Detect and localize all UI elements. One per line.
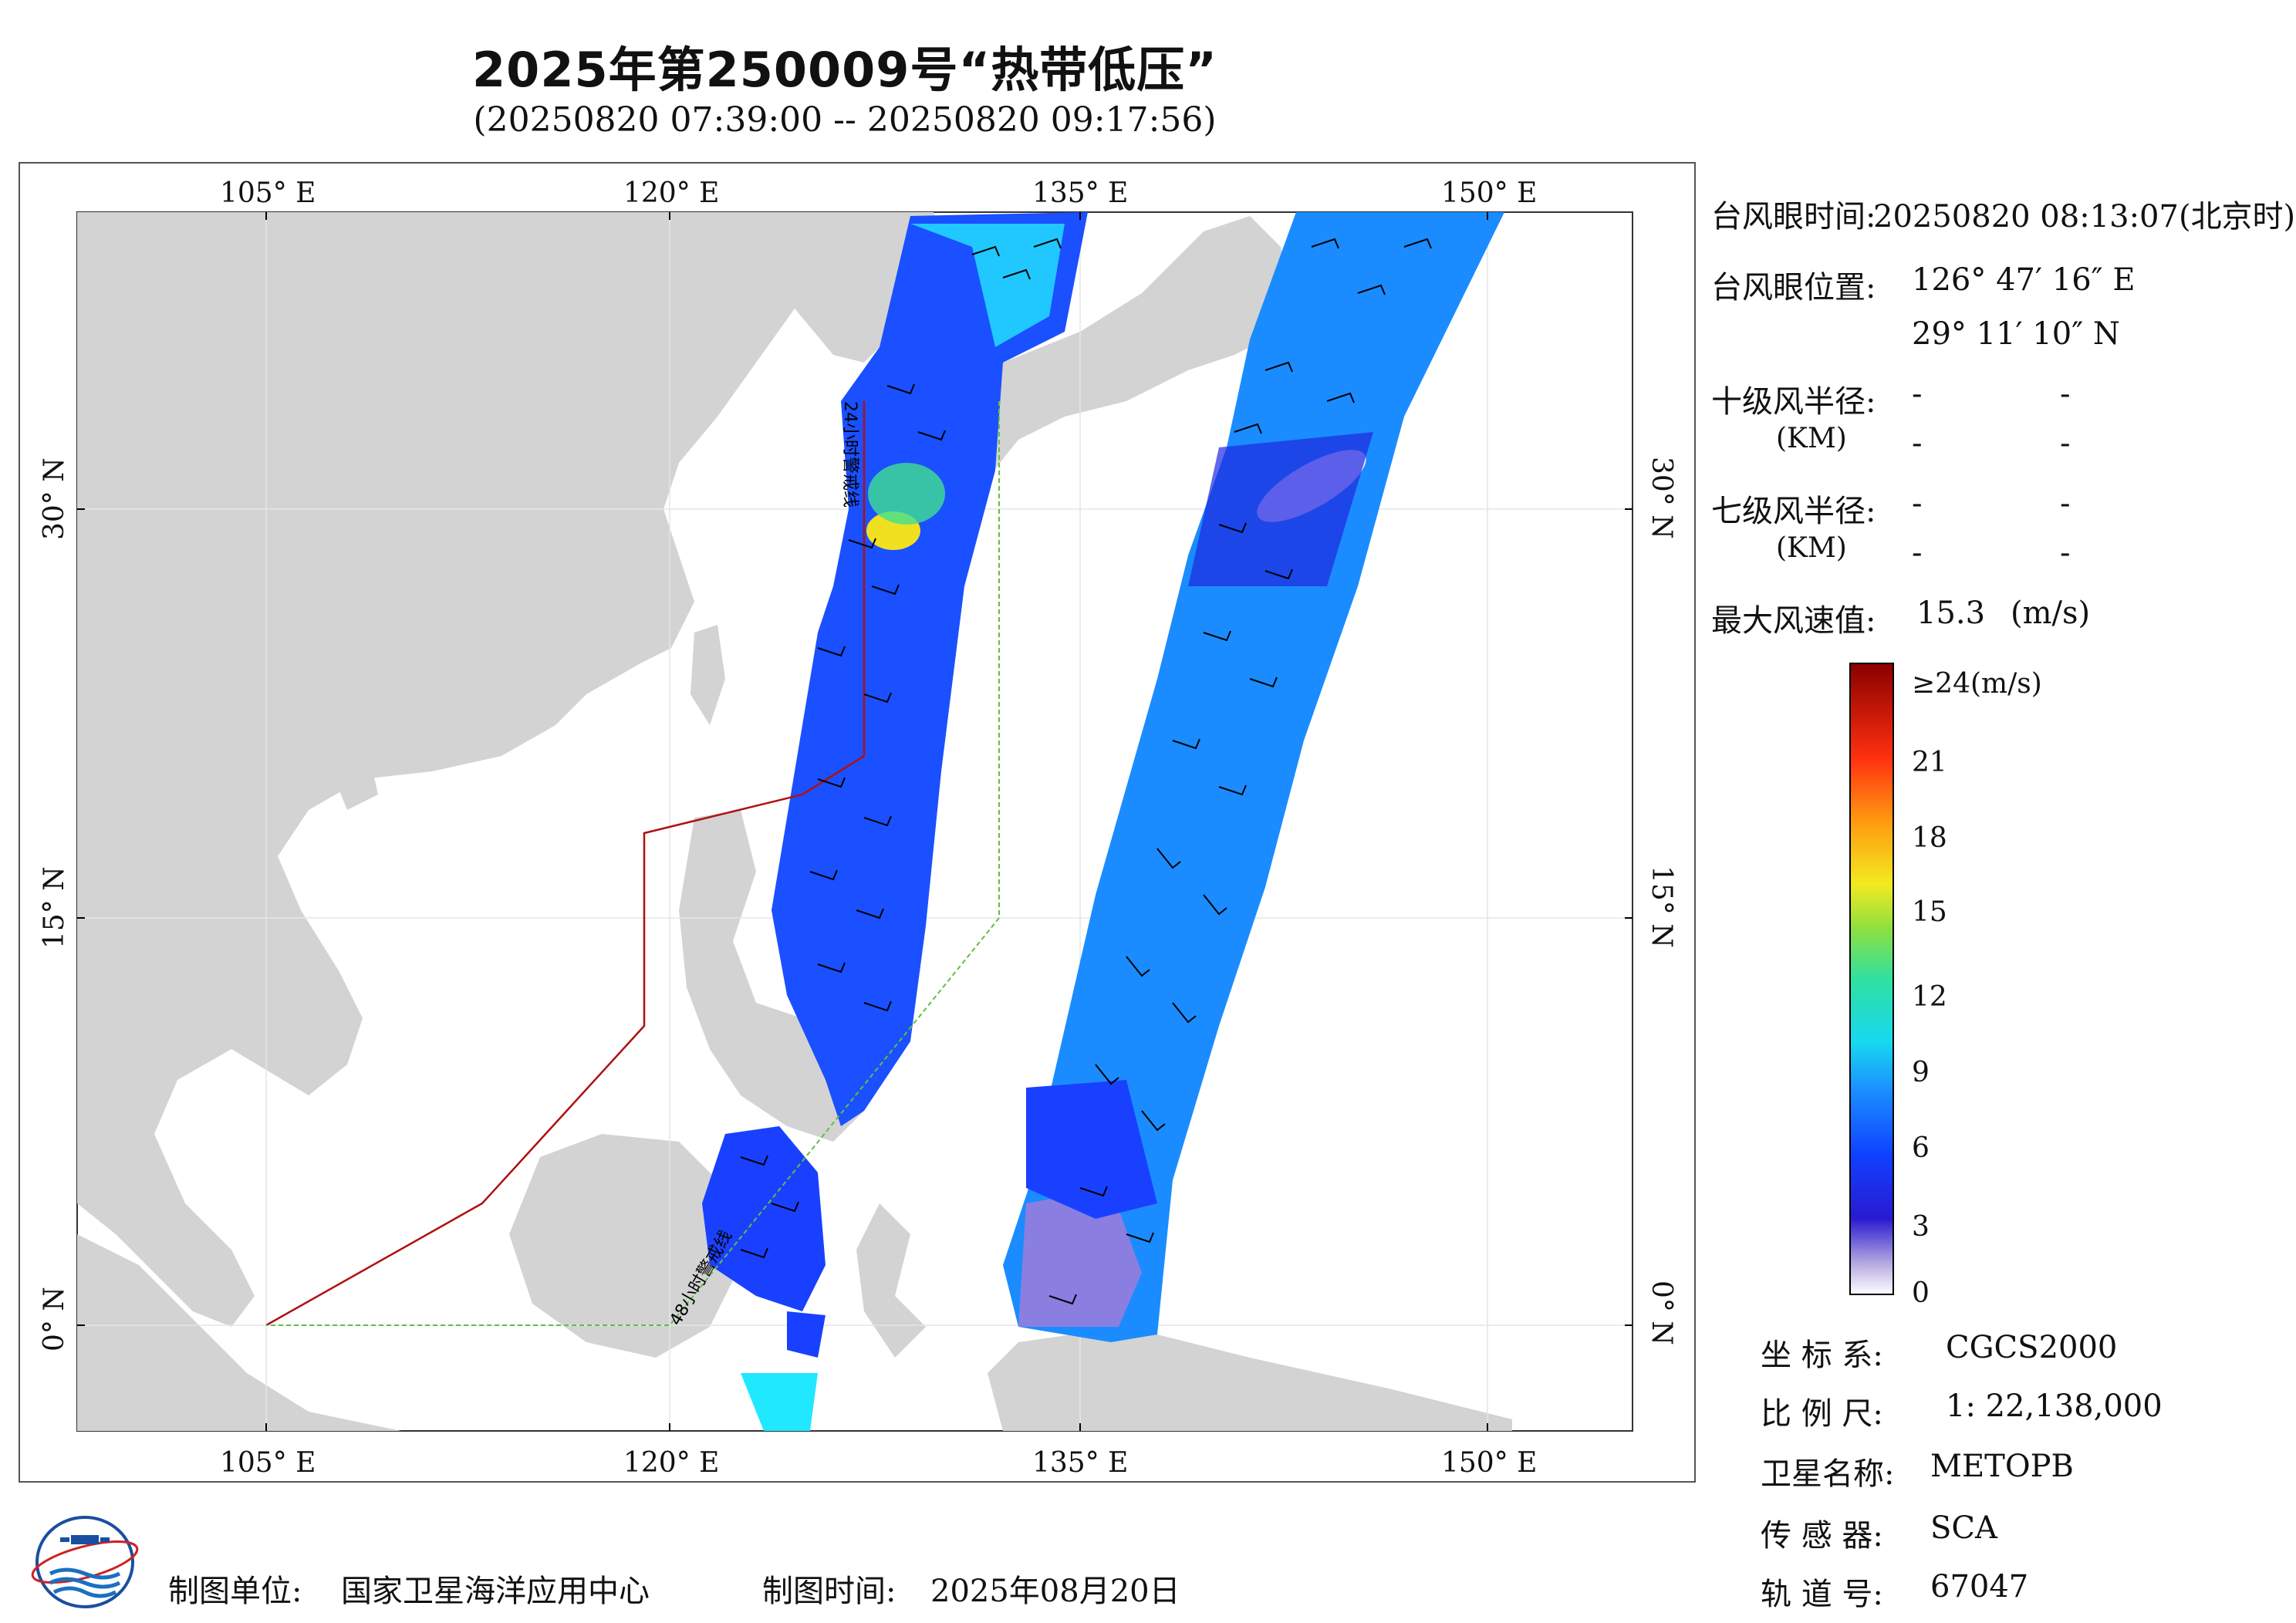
y-label-left-0: 0° N	[39, 1287, 70, 1351]
swath-west-green	[868, 463, 945, 525]
r7-unit: (KM)	[1776, 532, 1847, 564]
swath-west-cyan	[910, 224, 1065, 347]
scale-label: 比 例 尺:	[1761, 1396, 1883, 1432]
r7-dash-4: -	[2060, 535, 2071, 571]
y-label-right-30: 30° N	[1646, 457, 1677, 539]
swath-west-south	[702, 1126, 826, 1311]
map-maker-label: 制图单位:	[168, 1574, 302, 1609]
crs-label: 坐 标 系:	[1761, 1338, 1883, 1373]
y-label-left-30: 30° N	[39, 457, 70, 540]
map-date-label: 制图时间:	[762, 1574, 896, 1609]
map-maker-value: 国家卫星海洋应用中心	[341, 1574, 650, 1609]
x-label-top-150: 150° E	[1441, 177, 1537, 209]
swath-east-dark	[1188, 432, 1373, 586]
colorbar-label-18: 18	[1912, 822, 1947, 854]
r7-dash-1: -	[1912, 486, 1923, 521]
max-wind-label: 最大风速值:	[1711, 603, 1876, 639]
y-label-right-0: 0° N	[1646, 1281, 1677, 1345]
r10-unit: (KM)	[1776, 423, 1847, 454]
eye-position-label: 台风眼位置:	[1711, 270, 1876, 305]
page-title: 2025年第250009号“热带低压”	[472, 42, 1217, 98]
new-guinea	[988, 1327, 1512, 1431]
satellite-value: METOPB	[1930, 1449, 2074, 1484]
sumatra-java	[77, 1234, 401, 1431]
y-label-left-15: 15° N	[39, 866, 70, 949]
korea-japan	[903, 216, 1296, 478]
max-wind-unit: (m/s)	[2011, 596, 2091, 631]
r10-label: 十级风半径:	[1711, 384, 1876, 420]
colorbar-label-3: 3	[1912, 1211, 1930, 1243]
colorbar-label-12: 12	[1912, 981, 1947, 1013]
crs-value: CGCS2000	[1946, 1330, 2118, 1365]
warning-line-48h	[266, 401, 1000, 1326]
sensor-label: 传 感 器:	[1761, 1518, 1883, 1554]
orbit-label: 轨 道 号:	[1761, 1577, 1883, 1612]
hainan	[332, 760, 378, 810]
colorbar-label-6: 6	[1912, 1132, 1930, 1164]
axis-ticks	[77, 212, 1633, 1431]
taiwan	[690, 625, 725, 725]
borneo	[509, 1134, 741, 1358]
time-range-subtitle: (20250820 07:39:00 -- 20250820 09:17:56)	[473, 100, 1217, 140]
swath-east-lowwind	[1018, 1188, 1142, 1327]
x-label-bottom-150: 150° E	[1441, 1447, 1537, 1479]
eye-latitude: 29° 11′ 10″ N	[1912, 316, 2120, 352]
colorbar-label-9: 9	[1912, 1057, 1930, 1088]
swath-west-islet	[741, 1373, 818, 1431]
warning-24h-label: 24小时警戒线	[840, 401, 859, 508]
eye-time-value: 20250820 08:13:07(北京时)	[1873, 199, 2296, 235]
x-label-bottom-120: 120° E	[623, 1447, 719, 1479]
x-label-top-135: 135° E	[1032, 177, 1128, 209]
r7-label: 七级风半径:	[1711, 494, 1876, 529]
nsoas-logo-icon	[31, 1516, 139, 1608]
wind-barbs	[740, 238, 1432, 1305]
colorbar-label-21: 21	[1912, 747, 1947, 778]
r7-dash-3: -	[1912, 535, 1923, 571]
eye-time-label: 台风眼时间:	[1711, 199, 1876, 235]
colorbar-label-0: 0	[1912, 1277, 1930, 1309]
swath-west-body	[772, 212, 1088, 1126]
max-wind-value: 15.3	[1916, 596, 1986, 631]
swath-west-islet2	[787, 1311, 826, 1358]
asia-mainland	[77, 212, 949, 1327]
r10-dash-2: -	[2060, 376, 2071, 412]
sensor-value: SCA	[1930, 1510, 1997, 1546]
swath-west	[702, 212, 1088, 1431]
y-label-right-15: 15° N	[1646, 865, 1677, 948]
satellite-label: 卫星名称:	[1761, 1456, 1895, 1492]
x-label-top-120: 120° E	[623, 177, 719, 209]
swath-east-blue	[1026, 1080, 1157, 1219]
swath-east	[1003, 212, 1504, 1342]
warning-line-24h	[265, 401, 866, 1327]
r10-dash-1: -	[1912, 376, 1923, 412]
orbit-value: 67047	[1930, 1569, 2029, 1604]
x-label-top-105: 105° E	[220, 177, 316, 209]
eye-longitude: 126° 47′ 16″ E	[1912, 262, 2136, 298]
r10-dash-3: -	[1912, 426, 1923, 461]
r10-dash-4: -	[2060, 426, 2071, 461]
swath-east-body	[1003, 212, 1504, 1342]
r7-dash-2: -	[2060, 486, 2071, 521]
x-label-bottom-135: 135° E	[1032, 1447, 1128, 1479]
colorbar-label-15: 15	[1912, 896, 1947, 928]
scale-value: 1: 22,138,000	[1946, 1388, 2163, 1424]
colorbar	[1849, 663, 1894, 1295]
map-date-value: 2025年08月20日	[930, 1574, 1180, 1609]
sulawesi	[856, 1203, 926, 1358]
x-label-bottom-105: 105° E	[220, 1447, 316, 1479]
colorbar-label-24: ≥24(m/s)	[1912, 668, 2042, 700]
